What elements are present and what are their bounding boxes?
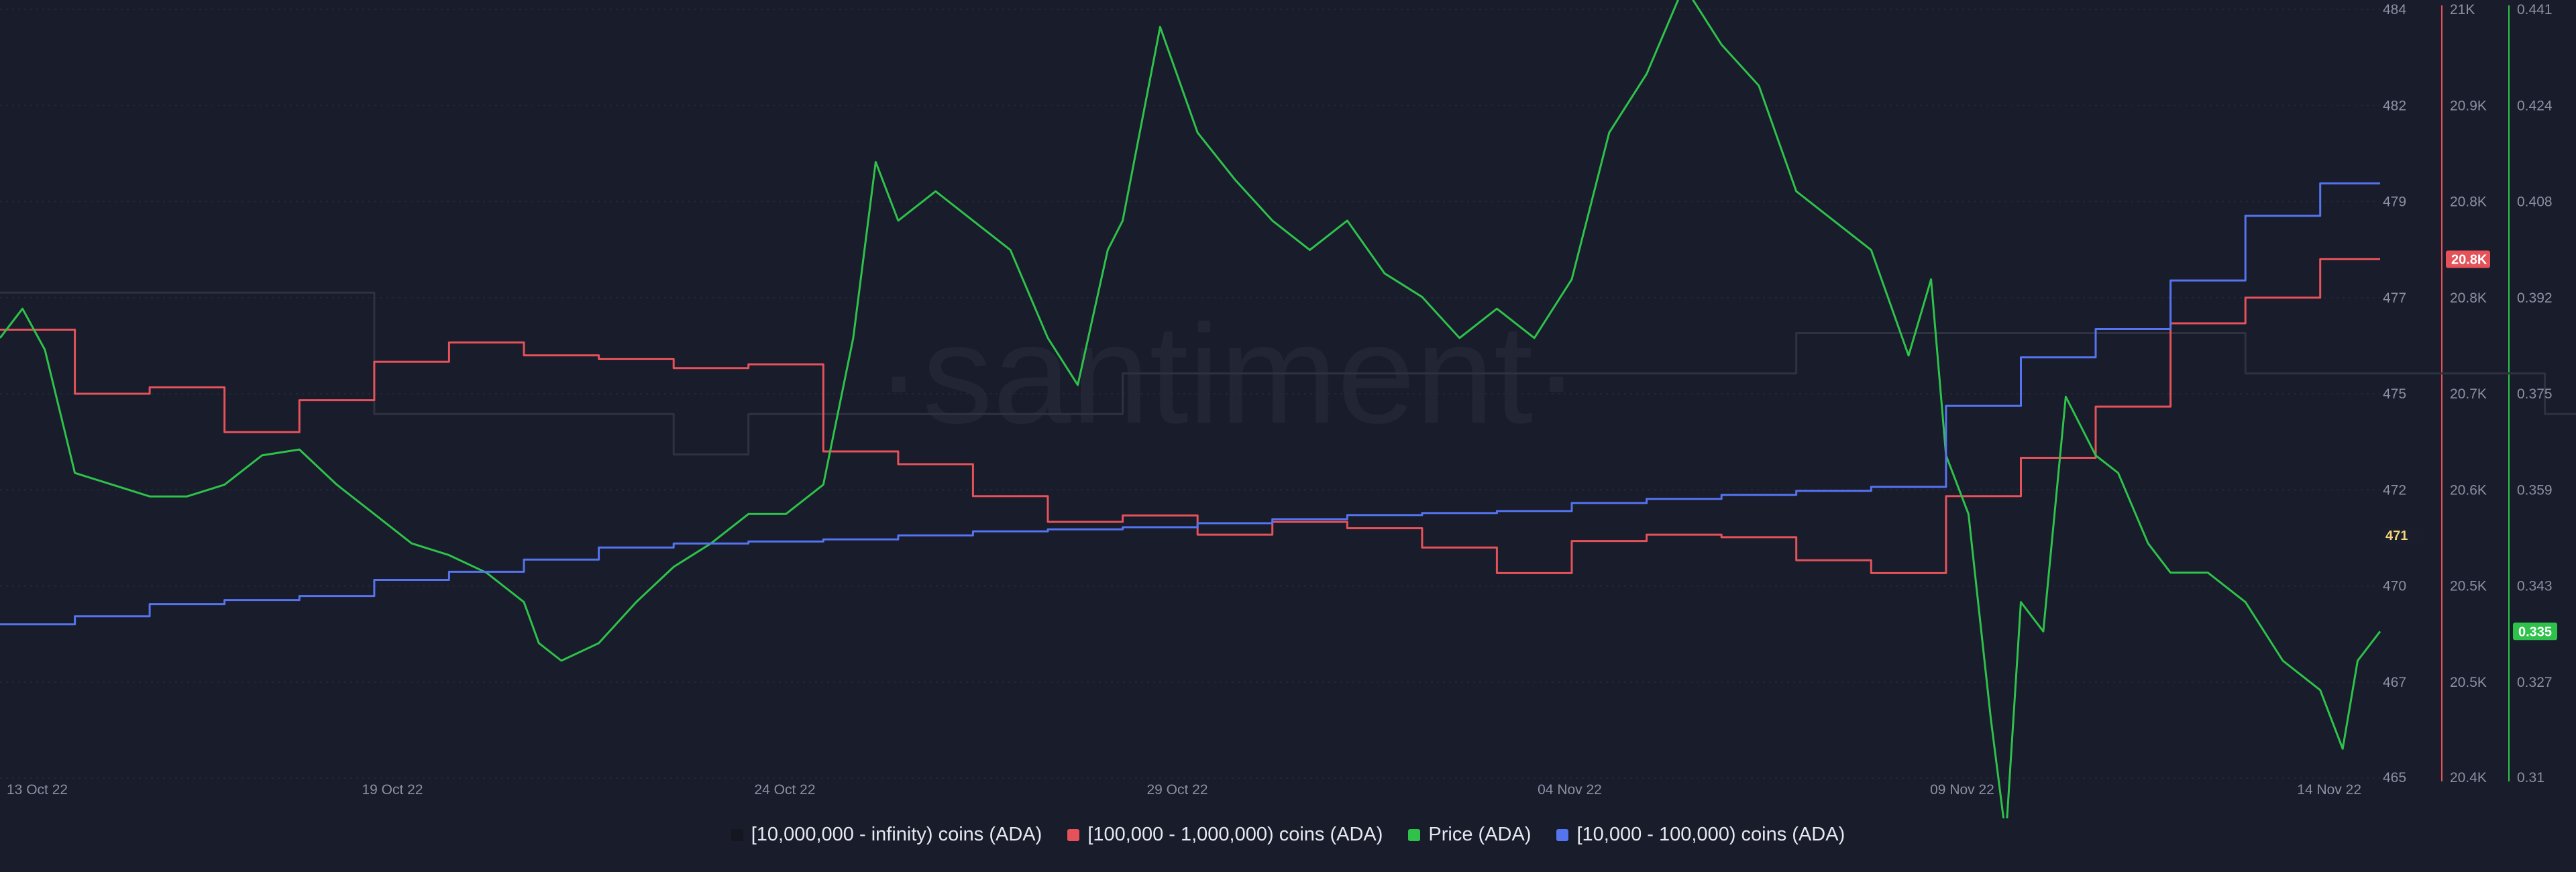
current-value-label: 0.335 <box>2518 624 2552 639</box>
y-tick-label: 465 <box>2383 770 2406 785</box>
y-tick-label: 20.6K <box>2450 482 2487 498</box>
y-tick-label: 0.408 <box>2517 195 2553 210</box>
legend-item[interactable]: Price (ADA) <box>1408 824 1531 846</box>
y-tick-label: 20.5K <box>2450 579 2487 594</box>
grid <box>0 9 2380 779</box>
legend-swatch <box>1067 828 1080 841</box>
axis-lines <box>2441 5 2510 781</box>
current-value-badge <box>2446 250 2490 268</box>
x-tick-label: 24 Oct 22 <box>754 782 815 798</box>
y-tick-label: 20.8K <box>2450 195 2487 210</box>
legend-label: [10,000 - 100,000) coins (ADA) <box>1576 824 1845 845</box>
y-tick-label: 467 <box>2383 675 2406 690</box>
legend-swatch <box>1556 828 1569 841</box>
x-tick-label: 29 Oct 22 <box>1146 782 1208 798</box>
y-tick-label: 472 <box>2383 482 2406 498</box>
chart-svg: ·santiment· 13 Oct 22 19 Oct 22 24 Oct 22 2… <box>0 0 2576 818</box>
y-tick-label: 0.343 <box>2517 579 2553 594</box>
legend-swatch <box>731 828 743 841</box>
current-value-badge <box>2513 622 2557 641</box>
y-tick-label: 20.9K <box>2450 98 2487 113</box>
tick-labels: 13 Oct 22 19 Oct 22 24 Oct 22 29 Oct 22 04 N… <box>7 2 2553 798</box>
y-tick-label: 0.31 <box>2517 770 2544 785</box>
legend-label: Price (ADA) <box>1428 824 1532 845</box>
y-tick-label: 477 <box>2383 290 2406 306</box>
series-layer <box>0 0 2576 818</box>
y-tick-label: 0.392 <box>2517 290 2553 306</box>
y-tick-label: 0.375 <box>2517 386 2553 402</box>
y-tick-label: 20.7K <box>2450 386 2487 402</box>
y-tick-label: 484 <box>2383 2 2406 17</box>
legend-label: [100,000 - 1,000,000) coins (ADA) <box>1087 824 1383 845</box>
legend-item[interactable]: [100,000 - 1,000,000) coins (ADA) <box>1067 824 1383 846</box>
x-tick-label: 13 Oct 22 <box>7 782 68 798</box>
y-tick-label: 479 <box>2383 195 2406 210</box>
legend-label: [10,000,000 - infinity) coins (ADA) <box>751 824 1042 845</box>
current-value-label: 471 <box>2385 529 2408 543</box>
legend-item[interactable]: [10,000 - 100,000) coins (ADA) <box>1556 824 1845 846</box>
series-line <box>0 0 2381 818</box>
legend-item[interactable]: [10,000,000 - infinity) coins (ADA) <box>731 824 1042 846</box>
current-value-label: 20.8K <box>2451 252 2487 267</box>
y-tick-label: 0.327 <box>2517 675 2553 690</box>
x-tick-label: 19 Oct 22 <box>362 782 423 798</box>
current-value-badge <box>2380 527 2424 545</box>
series-line <box>0 291 2576 455</box>
y-tick-label: 20.4K <box>2450 770 2487 785</box>
legend: [10,000,000 - infinity) coins (ADA) [100,… <box>0 824 2576 846</box>
y-tick-label: 0.424 <box>2517 98 2553 113</box>
y-tick-label: 21K <box>2450 2 2475 17</box>
y-tick-label: 482 <box>2383 98 2406 113</box>
y-tick-label: 0.441 <box>2517 2 2553 17</box>
series-line <box>0 182 2380 626</box>
y-tick-label: 470 <box>2383 579 2406 594</box>
x-tick-label: 04 Nov 22 <box>1538 782 1602 798</box>
y-tick-label: 0.359 <box>2517 482 2553 498</box>
current-value-badges: 471 20.8K 0.335 <box>2380 250 2557 641</box>
y-tick-label: 20.8K <box>2450 290 2487 306</box>
y-tick-label: 475 <box>2383 386 2406 402</box>
y-tick-label: 20.5K <box>2450 675 2487 690</box>
legend-swatch <box>1408 828 1421 841</box>
x-tick-label: 14 Nov 22 <box>2297 782 2361 798</box>
x-tick-label: 09 Nov 22 <box>1930 782 1994 798</box>
